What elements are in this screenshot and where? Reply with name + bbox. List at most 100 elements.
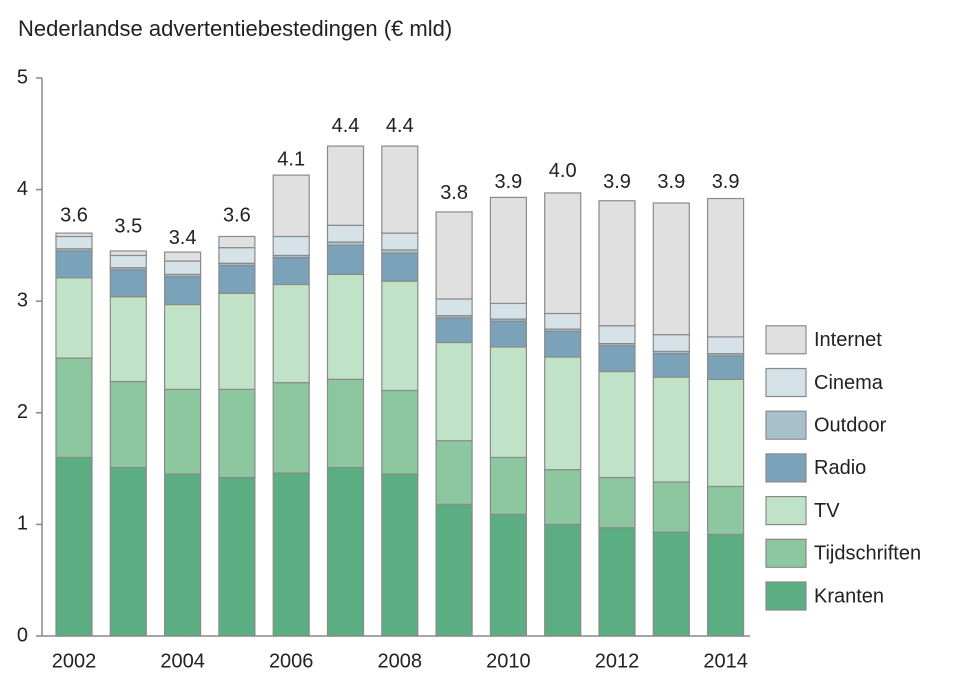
bar-segment bbox=[489, 196, 527, 305]
chart-title: Nederlandse advertentiebestedingen (€ ml… bbox=[18, 16, 452, 41]
bar-segment bbox=[164, 260, 202, 276]
total-label: 3.6 bbox=[60, 205, 88, 227]
bar-segment bbox=[326, 378, 365, 469]
total-label: 3.8 bbox=[440, 182, 468, 204]
legend-label: Cinema bbox=[814, 372, 884, 394]
bar-segment bbox=[544, 312, 582, 330]
y-tick-label: 0 bbox=[17, 624, 28, 646]
bar-segment bbox=[435, 440, 473, 505]
bar-segment bbox=[544, 356, 582, 471]
bar-segment bbox=[489, 346, 527, 459]
bar-segment bbox=[109, 254, 147, 269]
bar-segment bbox=[55, 277, 93, 359]
total-label: 4.4 bbox=[332, 115, 360, 137]
legend-swatch bbox=[765, 581, 807, 611]
bar-segment bbox=[435, 211, 473, 300]
bar-segment bbox=[652, 481, 690, 533]
bar-segment bbox=[489, 302, 527, 320]
bar-segment bbox=[706, 378, 745, 488]
legend-label: Radio bbox=[814, 457, 866, 479]
legend-swatch bbox=[765, 453, 807, 483]
bar-segment bbox=[544, 192, 582, 315]
total-label: 3.9 bbox=[494, 171, 522, 193]
bar-segment bbox=[164, 251, 202, 262]
bar-segment bbox=[272, 257, 310, 286]
bar-segment bbox=[109, 296, 147, 383]
bar-segment bbox=[164, 303, 202, 390]
x-tick-label: 2012 bbox=[595, 650, 640, 672]
bar-segment bbox=[544, 330, 582, 358]
bar-segment bbox=[218, 247, 256, 264]
bar-segment bbox=[652, 202, 690, 336]
legend-label: Tijdschriften bbox=[814, 543, 921, 565]
bar-segment bbox=[109, 250, 147, 257]
x-tick-label: 2002 bbox=[52, 650, 97, 672]
total-label: 3.9 bbox=[712, 171, 740, 193]
bar-segment bbox=[326, 466, 365, 637]
x-tick-label: 2014 bbox=[703, 650, 748, 672]
bar-segment bbox=[218, 388, 256, 479]
y-tick-label: 4 bbox=[17, 178, 28, 200]
bar-segment bbox=[706, 533, 745, 637]
bar-segment bbox=[55, 456, 93, 637]
y-tick-label: 3 bbox=[17, 289, 28, 311]
bar-segment bbox=[218, 476, 256, 637]
x-tick-label: 2006 bbox=[269, 650, 314, 672]
bar-segment bbox=[706, 355, 745, 380]
total-label: 3.9 bbox=[657, 171, 685, 193]
bar-segment bbox=[109, 380, 147, 469]
bar-segment bbox=[55, 232, 93, 238]
bar-segment bbox=[326, 244, 365, 276]
bar-segment bbox=[706, 485, 745, 536]
legend-swatch bbox=[765, 367, 807, 398]
bar-segment bbox=[55, 250, 93, 279]
bar-segment bbox=[706, 336, 745, 355]
bar-segment bbox=[489, 320, 527, 348]
bar-segment bbox=[544, 523, 582, 637]
total-label: 3.4 bbox=[169, 227, 197, 249]
bar-segment bbox=[218, 235, 256, 249]
bar-segment bbox=[598, 476, 636, 529]
legend-label: Kranten bbox=[814, 585, 884, 607]
bar-segment bbox=[272, 174, 310, 238]
bar-segment bbox=[326, 224, 365, 243]
bar-segment bbox=[164, 276, 202, 306]
bar-segment bbox=[272, 283, 310, 384]
bar-segment bbox=[544, 469, 582, 526]
bar-segment bbox=[381, 280, 419, 392]
bar-segment bbox=[381, 473, 419, 637]
bar-segment bbox=[652, 353, 690, 378]
bar-segment bbox=[272, 472, 310, 637]
bar-segment bbox=[435, 341, 473, 442]
bar-segment bbox=[109, 269, 147, 298]
x-tick-label: 2004 bbox=[160, 650, 205, 672]
legend-label: Internet bbox=[814, 329, 882, 351]
total-label: 4.0 bbox=[549, 160, 577, 182]
bar-segment bbox=[435, 298, 473, 317]
bar-segment bbox=[55, 357, 93, 459]
bar-segment bbox=[381, 252, 419, 282]
bar-segment bbox=[652, 531, 690, 637]
legend-swatch bbox=[765, 538, 807, 568]
bar-segment bbox=[598, 345, 636, 373]
bar-segment bbox=[326, 145, 365, 226]
bar-segment bbox=[598, 200, 636, 327]
legend-swatch bbox=[765, 496, 807, 526]
bar-segment bbox=[326, 273, 365, 380]
bar-segment bbox=[218, 264, 256, 294]
bar-segment bbox=[598, 370, 636, 479]
y-tick-label: 2 bbox=[17, 401, 28, 423]
y-tick-label: 5 bbox=[17, 66, 28, 88]
legend-swatch bbox=[765, 410, 807, 440]
bar-segment bbox=[435, 317, 473, 344]
bar-segment bbox=[381, 145, 419, 234]
total-label: 3.9 bbox=[603, 171, 631, 193]
bar-segment bbox=[164, 473, 202, 637]
y-tick-label: 1 bbox=[17, 513, 28, 535]
bar-segment bbox=[489, 513, 527, 637]
bar-segment bbox=[381, 232, 419, 251]
bar-segment bbox=[706, 197, 745, 338]
bar-segment bbox=[489, 456, 527, 515]
x-tick-label: 2010 bbox=[486, 650, 531, 672]
bar-segment bbox=[272, 382, 310, 474]
